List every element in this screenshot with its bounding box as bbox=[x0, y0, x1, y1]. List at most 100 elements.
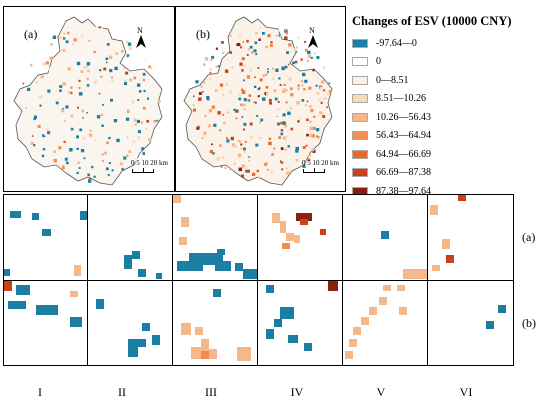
change-cell bbox=[317, 114, 320, 117]
change-cell bbox=[157, 100, 161, 104]
change-cell bbox=[278, 77, 281, 80]
change-cell bbox=[295, 149, 299, 153]
change-cell bbox=[286, 135, 289, 138]
change-cell bbox=[73, 38, 77, 42]
legend-swatch bbox=[352, 57, 368, 66]
change-cell bbox=[277, 101, 280, 103]
change-cell bbox=[282, 136, 286, 140]
change-cell bbox=[246, 75, 251, 79]
change-cell bbox=[110, 98, 113, 102]
change-cell bbox=[62, 165, 65, 168]
change-cell bbox=[46, 128, 49, 131]
change-cell bbox=[248, 156, 250, 158]
change-cell bbox=[243, 64, 247, 68]
change-cell bbox=[219, 144, 222, 147]
change-cell bbox=[148, 65, 152, 69]
change-cell bbox=[226, 137, 228, 139]
change-cell bbox=[273, 89, 277, 93]
change-cell bbox=[27, 118, 32, 122]
change-cell bbox=[82, 136, 86, 140]
change-cell bbox=[269, 101, 272, 105]
change-cell bbox=[308, 153, 312, 157]
change-cell bbox=[116, 38, 119, 40]
change-cell bbox=[85, 65, 89, 68]
change-cell bbox=[253, 101, 256, 104]
change-cell bbox=[209, 68, 212, 71]
change-cell bbox=[306, 133, 309, 137]
change-cell bbox=[285, 32, 288, 35]
change-cell bbox=[131, 100, 135, 104]
change-cell bbox=[215, 89, 218, 92]
change-cell bbox=[70, 86, 73, 89]
change-cell bbox=[129, 78, 133, 82]
col-label-II: II bbox=[118, 385, 126, 399]
change-cell bbox=[237, 153, 242, 158]
change-cell bbox=[137, 83, 141, 87]
change-cell bbox=[37, 124, 41, 128]
change-cell bbox=[229, 168, 232, 171]
change-cell bbox=[290, 127, 294, 131]
change-cell bbox=[125, 117, 130, 121]
change-cell bbox=[105, 61, 108, 64]
change-cell bbox=[242, 45, 245, 48]
legend-label: 0 bbox=[376, 56, 381, 67]
change-cell bbox=[228, 143, 231, 145]
change-cell bbox=[244, 165, 248, 169]
change-cell bbox=[262, 74, 265, 77]
change-cell bbox=[62, 108, 64, 110]
change-cell bbox=[104, 79, 106, 82]
change-cell bbox=[58, 146, 62, 150]
legend-item: 0 bbox=[352, 55, 381, 69]
change-cell bbox=[89, 133, 93, 137]
change-cell bbox=[280, 147, 284, 150]
change-cell bbox=[316, 56, 320, 59]
change-cell bbox=[267, 71, 269, 73]
change-cell bbox=[143, 106, 146, 110]
change-cell bbox=[243, 122, 247, 126]
change-cell bbox=[68, 49, 70, 52]
change-cell bbox=[280, 132, 284, 136]
change-cell bbox=[309, 120, 312, 124]
change-cell bbox=[301, 84, 304, 87]
change-cell bbox=[143, 58, 147, 61]
change-cell bbox=[292, 84, 296, 89]
change-cell bbox=[63, 37, 66, 40]
change-cell bbox=[101, 153, 105, 156]
change-cell bbox=[106, 141, 109, 145]
change-cell bbox=[127, 42, 132, 46]
change-cell bbox=[197, 126, 200, 129]
change-cell bbox=[245, 169, 248, 173]
change-cell bbox=[255, 31, 258, 35]
change-cell bbox=[55, 101, 59, 105]
change-cell bbox=[267, 34, 271, 38]
change-cell bbox=[108, 136, 111, 140]
change-cell bbox=[65, 40, 69, 44]
change-cell bbox=[313, 115, 316, 118]
change-cell bbox=[52, 35, 57, 39]
change-cell bbox=[249, 122, 253, 126]
change-cell bbox=[87, 173, 90, 176]
legend-item: -97.64—0 bbox=[352, 36, 417, 50]
change-cell bbox=[255, 53, 258, 56]
change-cell bbox=[209, 150, 213, 154]
change-cell bbox=[246, 40, 249, 43]
change-cell bbox=[324, 97, 327, 100]
change-cell bbox=[39, 104, 42, 107]
change-cell bbox=[137, 130, 141, 134]
change-cell bbox=[286, 167, 288, 169]
change-cell bbox=[30, 141, 34, 145]
change-cell bbox=[104, 151, 107, 155]
change-cell bbox=[34, 149, 37, 151]
change-cell bbox=[147, 97, 150, 100]
change-cell bbox=[305, 125, 309, 130]
change-cell bbox=[312, 126, 316, 130]
change-cell bbox=[276, 108, 280, 111]
change-cell bbox=[310, 56, 313, 59]
change-cell bbox=[317, 136, 320, 139]
change-cell bbox=[79, 128, 83, 132]
change-cell bbox=[307, 50, 311, 55]
change-cell bbox=[99, 69, 102, 72]
change-cell bbox=[212, 152, 215, 155]
change-cell bbox=[320, 80, 325, 84]
change-cell bbox=[63, 95, 67, 99]
